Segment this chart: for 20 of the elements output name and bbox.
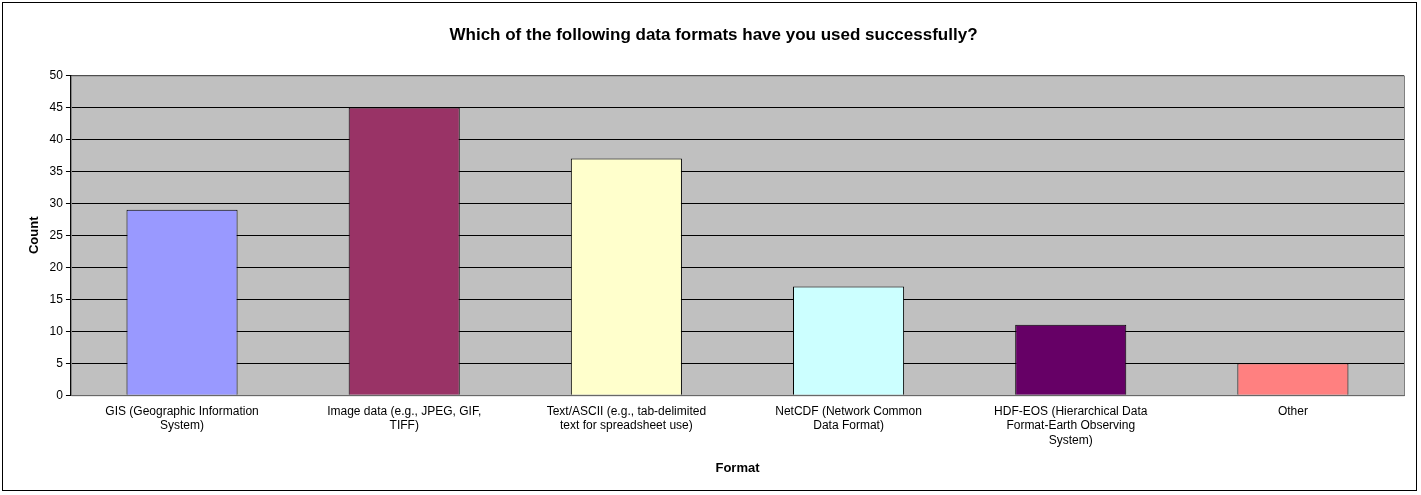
x-tick-label: Other (1277, 403, 1308, 418)
x-tick-label: Text/ASCII (e.g., tab-delimited text for spreadsheet use) (546, 403, 707, 433)
x-axis-title: Format (715, 459, 761, 475)
y-tick-label: 40 (49, 131, 64, 146)
y-tick-label: 25 (49, 227, 64, 242)
y-tick-label: 45 (49, 99, 64, 114)
chart-title: Which of the following data formats have you used successfully? (449, 24, 978, 44)
y-tick-label: 50 (49, 67, 64, 82)
x-tick-label: HDF-EOS (Hierarchical Data Format-Earth Observing System) (994, 403, 1148, 447)
y-tick-label: 0 (56, 387, 64, 402)
x-tick-label: Image data (e.g., JPEG, GIF, TIFF) (327, 403, 482, 433)
y-tick-label: 10 (49, 323, 64, 338)
y-tick-label: 5 (56, 355, 64, 370)
y-tick-label: 15 (49, 291, 64, 306)
x-tick-label: NetCDF (Network Common Data Format) (775, 403, 922, 433)
y-tick-label: 30 (49, 195, 64, 210)
y-axis-title: Count (26, 215, 42, 255)
x-tick-label: GIS (Geographic Information System) (105, 403, 259, 433)
y-tick-label: 35 (49, 163, 64, 178)
y-tick-label: 20 (49, 259, 64, 274)
